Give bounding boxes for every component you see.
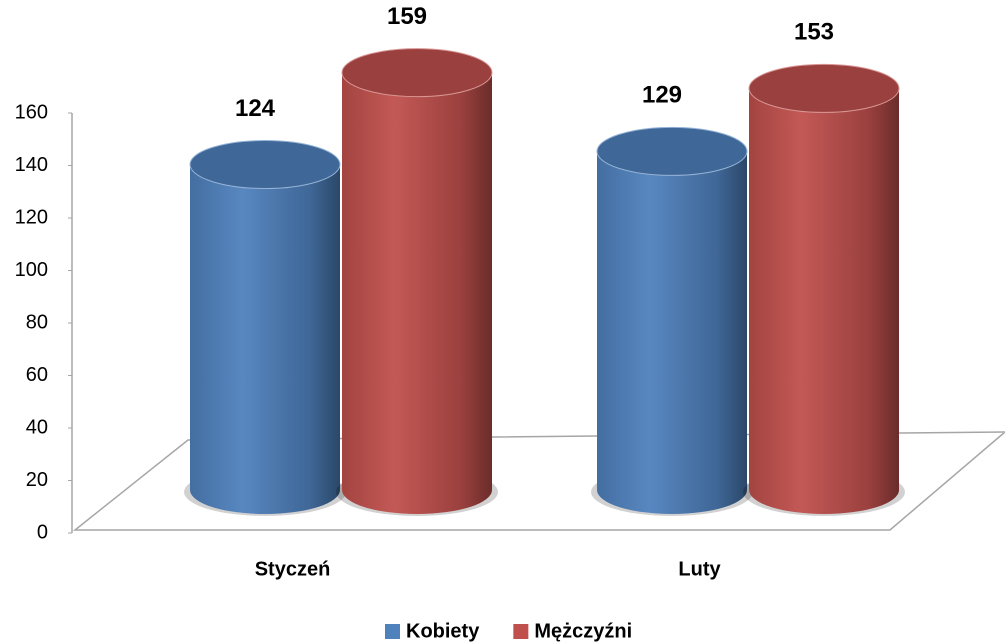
y-tick-label: 100 (15, 259, 48, 281)
legend-label: Mężczyźni (534, 620, 632, 642)
data-label: 153 (794, 19, 834, 46)
cylinder-top (341, 48, 493, 98)
cylinder-top (189, 140, 341, 189)
y-tick-label: 80 (26, 311, 48, 333)
y-tick-label: 40 (26, 416, 48, 438)
y-tick-label: 60 (26, 364, 48, 386)
y-tick-label: 140 (15, 154, 48, 176)
bar (190, 164, 340, 514)
legend-swatch (385, 624, 400, 639)
data-label: 124 (235, 95, 276, 122)
y-tick-label: 20 (26, 469, 48, 491)
bar (342, 72, 492, 514)
bar (749, 88, 899, 514)
y-tick-label: 160 (15, 101, 48, 123)
y-tick-label: 120 (15, 206, 48, 228)
data-label: 129 (642, 82, 682, 109)
data-label: 159 (387, 3, 427, 30)
y-tick-label: 0 (37, 521, 48, 543)
x-tick-label: Luty (678, 558, 721, 580)
x-tick-label: Styczeń (255, 558, 331, 580)
cylinder-top (596, 126, 748, 176)
cylinder-top (748, 63, 900, 113)
bar (597, 151, 747, 514)
legend-label: Kobiety (406, 620, 480, 642)
legend-swatch (513, 624, 529, 639)
